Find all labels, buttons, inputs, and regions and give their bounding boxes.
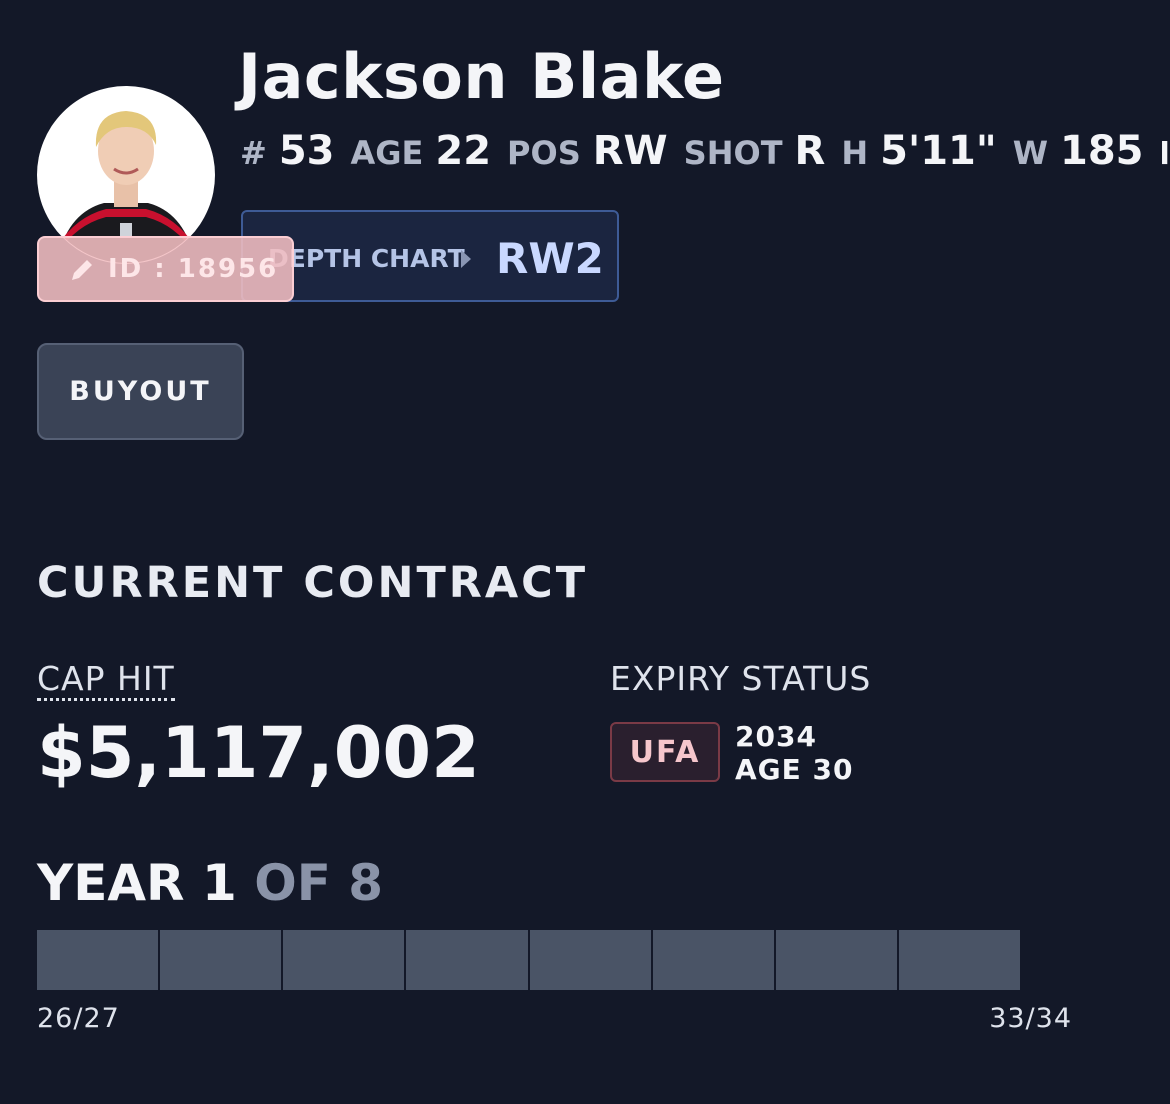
current-year: YEAR 1 [37, 854, 237, 912]
timeline-segment [898, 930, 1020, 990]
timeline-segment [160, 930, 282, 990]
expiry-age: AGE 30 [735, 753, 854, 786]
stat-label: SHOT [683, 134, 783, 172]
expiry-label: EXPIRY STATUS [610, 659, 872, 698]
total-years: OF 8 [254, 854, 384, 912]
timeline-segment [529, 930, 651, 990]
timeline-segment [406, 930, 528, 990]
stat-value: 53 [278, 128, 335, 174]
stat-unit: lbs [1159, 137, 1170, 172]
stat-value: RW [592, 128, 668, 174]
section-title: CURRENT CONTRACT [37, 558, 589, 608]
timeline-segment [37, 930, 159, 990]
player-stats: #53 AGE 22 POS RW SHOT RH 5'11" W 185 lbs [240, 128, 1170, 174]
player-name: Jackson Blake [238, 40, 725, 113]
contract-year: YEAR 1 OF 8 [37, 854, 383, 912]
expiry-status-badge: UFA [610, 722, 720, 782]
depth-chart-box[interactable] [241, 210, 619, 302]
cap-hit-value: $5,117,002 [37, 712, 480, 794]
edit-icon [72, 260, 92, 280]
timeline-segment [283, 930, 405, 990]
buyout-button[interactable]: BUYOUT [37, 343, 244, 440]
expiry-year: 2034 [735, 720, 817, 753]
depth-chart-value: RW2 [496, 234, 604, 283]
stat-label: H [841, 134, 869, 172]
cap-hit-label[interactable]: CAP HIT [37, 660, 175, 701]
stat-label: # [240, 134, 267, 172]
stat-label: POS [507, 134, 581, 172]
timeline-start: 26/27 [37, 1003, 120, 1034]
stat-value: R [794, 128, 826, 174]
stat-value: 185 [1060, 128, 1144, 174]
depth-chart-label: DEPTH CHART [268, 244, 465, 273]
id-text: ID : 18956 [108, 254, 279, 284]
timeline-end: 33/34 [989, 1003, 1072, 1034]
contract-timeline [37, 930, 1020, 990]
timeline-segment [652, 930, 774, 990]
timeline-segment [775, 930, 897, 990]
stat-value: 5'11" [880, 128, 997, 174]
arrow-icon [461, 250, 471, 268]
stat-label: AGE [350, 134, 424, 172]
stat-label: W [1012, 134, 1049, 172]
stat-value: 22 [435, 128, 492, 174]
